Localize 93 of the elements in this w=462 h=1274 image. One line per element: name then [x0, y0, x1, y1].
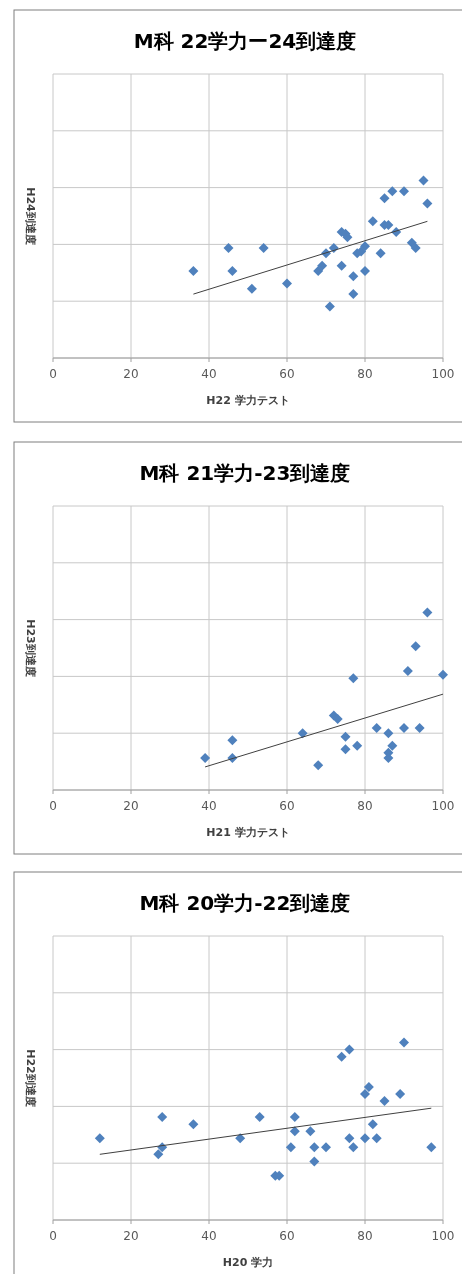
point	[336, 260, 347, 271]
point	[258, 242, 269, 253]
point	[340, 744, 351, 755]
point	[387, 740, 398, 751]
point	[422, 607, 433, 618]
x-tick-label: 40	[201, 799, 217, 813]
point	[360, 241, 370, 252]
x-tick-label: 20	[123, 1229, 139, 1243]
x-tick-label: 100	[431, 799, 455, 813]
point	[348, 673, 359, 684]
x-tick-label: 40	[201, 1229, 217, 1243]
point	[297, 728, 308, 739]
point	[363, 1081, 374, 1092]
y-axis-title: H23到達度	[24, 619, 37, 677]
point	[309, 1142, 320, 1153]
point	[340, 731, 351, 742]
point	[395, 1088, 406, 1099]
point	[336, 1051, 347, 1062]
x-axis-title: H22 学力テスト	[206, 394, 290, 407]
point	[324, 301, 335, 312]
point	[367, 216, 378, 227]
point	[313, 266, 324, 277]
point	[418, 175, 429, 186]
point	[289, 1126, 300, 1137]
point	[153, 1149, 164, 1160]
point	[422, 198, 433, 209]
point	[383, 728, 394, 739]
chart-title: M科 20学力-22到達度	[139, 891, 351, 915]
point	[426, 1142, 437, 1153]
x-tick-label: 40	[201, 367, 217, 381]
point	[282, 278, 292, 289]
x-tick-label: 20	[123, 799, 139, 813]
point	[352, 740, 363, 751]
point	[371, 1133, 382, 1144]
point	[344, 1133, 355, 1144]
point	[406, 237, 417, 248]
point	[402, 666, 413, 677]
point	[227, 266, 238, 277]
point	[94, 1133, 105, 1144]
point	[367, 1119, 378, 1130]
x-axis-title: H21 学力テスト	[206, 826, 290, 839]
x-tick-label: 80	[357, 1229, 373, 1243]
point	[438, 669, 448, 680]
point	[289, 1112, 300, 1123]
point	[410, 641, 421, 652]
chart-title: M科 22学力ー24到達度	[133, 29, 357, 53]
point	[348, 289, 359, 300]
point	[360, 1133, 370, 1144]
point	[321, 1142, 331, 1153]
x-tick-label: 80	[357, 799, 373, 813]
x-tick-label: 60	[279, 799, 295, 813]
point	[344, 1044, 355, 1055]
point	[379, 1096, 390, 1107]
point	[348, 1142, 359, 1153]
point	[379, 193, 390, 204]
point	[285, 1142, 296, 1153]
point	[399, 722, 409, 733]
point	[375, 248, 386, 259]
point	[399, 186, 409, 197]
point	[317, 260, 328, 271]
x-tick-label: 100	[431, 367, 455, 381]
point	[157, 1112, 168, 1123]
point	[223, 242, 234, 253]
x-tick-label: 0	[49, 1229, 57, 1243]
x-tick-label: 20	[123, 367, 139, 381]
point	[360, 1088, 370, 1099]
point	[348, 271, 359, 282]
point	[188, 266, 199, 277]
x-tick-label: 0	[49, 367, 57, 381]
x-tick-label: 0	[49, 799, 57, 813]
point	[246, 283, 257, 294]
point	[387, 186, 398, 197]
point	[188, 1119, 199, 1130]
point	[414, 722, 425, 733]
x-tick-label: 60	[279, 1229, 295, 1243]
point	[332, 714, 343, 724]
point	[399, 1037, 409, 1048]
point	[371, 722, 382, 733]
point	[309, 1156, 320, 1167]
point	[227, 735, 238, 746]
x-tick-label: 100	[431, 1229, 455, 1243]
y-axis-title: H22到達度	[24, 1049, 37, 1107]
point	[360, 266, 370, 277]
point	[254, 1112, 265, 1123]
point	[313, 760, 324, 771]
point	[410, 242, 421, 253]
x-axis-title: H20 学力	[222, 1256, 274, 1269]
point	[200, 753, 211, 764]
y-axis-title: H24到達度	[24, 187, 37, 245]
chart-title: M科 21学力-23到達度	[139, 461, 351, 485]
point	[305, 1126, 316, 1137]
x-tick-label: 80	[357, 367, 373, 381]
x-tick-label: 60	[279, 367, 295, 381]
